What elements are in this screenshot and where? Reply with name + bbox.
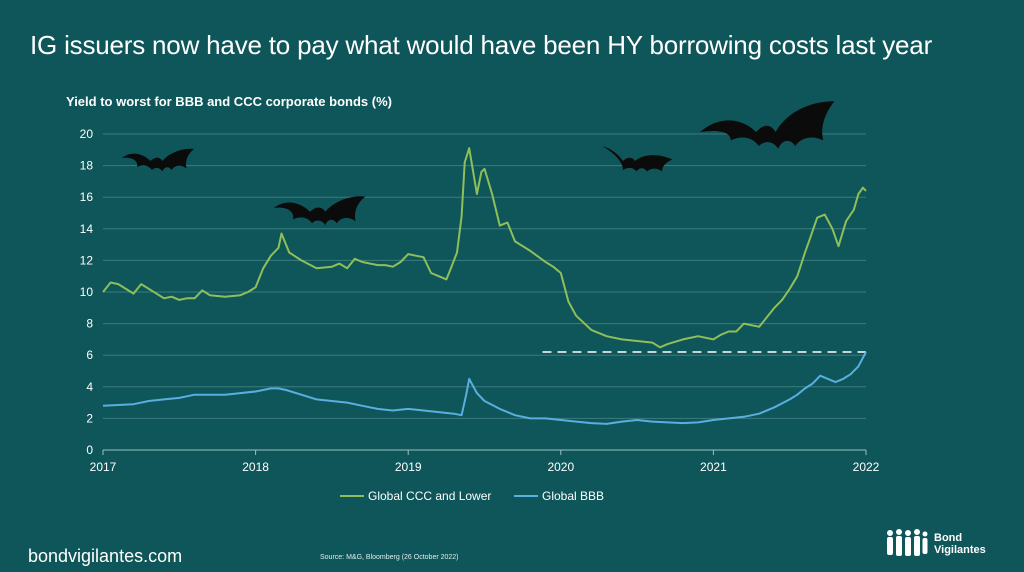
y-axis: 0 2 4 6 8 10 12 14 16 18 20 [80,127,94,457]
y-tick-label: 4 [86,380,93,394]
x-tick-label: 2017 [90,460,117,474]
brand-line2: Vigilantes [934,544,986,556]
chart-series [102,147,867,425]
legend-label: Global CCC and Lower [368,489,491,503]
y-tick-label: 14 [80,222,94,236]
chart-subtitle: Yield to worst for BBB and CCC corporate… [66,94,392,109]
brand-line1: Bond [934,532,963,544]
x-axis: 2017 2018 2019 2020 2021 2022 [90,450,880,474]
bondvigilantes-logo-icon [887,529,928,556]
y-tick-label: 20 [80,127,94,141]
bat-icon [122,148,194,172]
y-tick-label: 0 [86,443,93,457]
x-tick-label: 2020 [547,460,574,474]
brand-name: Bond Vigilantes [934,532,986,556]
y-tick-label: 2 [86,411,93,425]
y-tick-label: 6 [86,348,93,362]
x-tick-label: 2019 [395,460,422,474]
y-tick-label: 16 [80,190,94,204]
chart-legend: Global CCC and Lower Global BBB [340,489,604,503]
legend-label: Global BBB [542,489,604,503]
page-title: IG issuers now have to pay what would ha… [30,30,933,60]
y-tick-label: 10 [80,285,94,299]
x-tick-label: 2018 [242,460,269,474]
bat-icon [700,101,835,149]
chart-grid [103,133,866,419]
bat-icon [602,146,673,172]
series-line-ccc [102,147,867,349]
x-tick-label: 2021 [700,460,727,474]
y-tick-label: 12 [80,253,94,267]
footer-website[interactable]: bondvigilantes.com [28,546,183,566]
bat-icon [274,196,366,226]
legend-item-bbb: Global BBB [514,489,604,503]
brand-logo: Bond Vigilantes [884,528,986,560]
y-tick-label: 18 [80,159,94,173]
series-line-bbb [102,351,867,425]
x-tick-label: 2022 [853,460,880,474]
legend-item-ccc: Global CCC and Lower [340,489,491,503]
y-tick-label: 8 [86,317,93,331]
footer-source: Source: M&G, Bloomberg (26 October 2022) [320,554,459,561]
